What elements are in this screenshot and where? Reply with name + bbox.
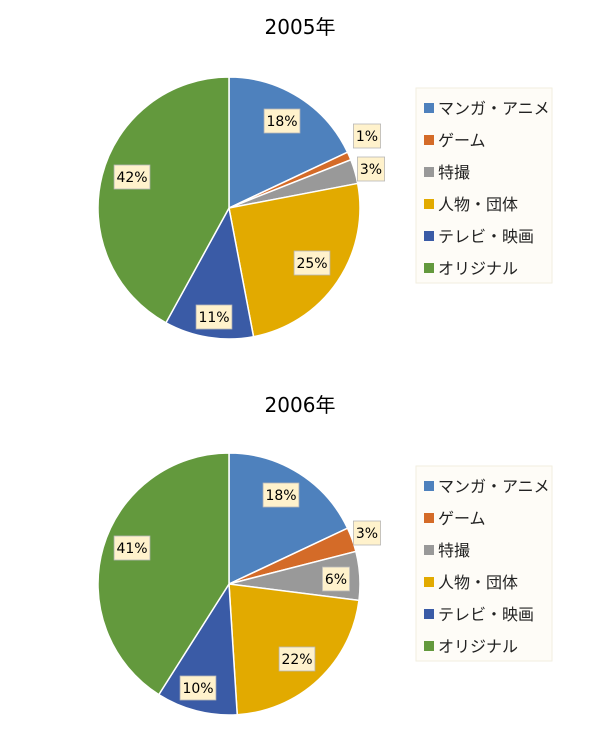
legend-item: マンガ・アニメ — [424, 477, 550, 496]
legend-swatch — [424, 135, 434, 145]
legend-label: オリジナル — [438, 637, 518, 656]
legend-item: マンガ・アニメ — [424, 99, 550, 118]
data-label: 10% — [179, 675, 217, 701]
data-label-box — [195, 304, 233, 330]
data-label-box — [356, 156, 385, 182]
data-label-box — [113, 164, 151, 190]
legend-label: テレビ・映画 — [438, 227, 534, 246]
pie-slice-1 — [228, 452, 349, 586]
data-label-box — [263, 108, 301, 134]
data-label: 25% — [293, 250, 331, 276]
legend-label: 特撮 — [438, 163, 470, 182]
data-label-text: 42% — [116, 170, 147, 186]
data-label-text: 10% — [182, 681, 213, 697]
legend-label: マンガ・アニメ — [438, 99, 550, 118]
legend-swatch — [424, 263, 434, 273]
legend-swatch — [424, 513, 434, 523]
data-label: 18% — [262, 482, 300, 508]
data-label-text: 18% — [265, 488, 296, 504]
data-label-text: 22% — [281, 652, 312, 668]
data-label-box — [113, 535, 151, 561]
data-label-text: 41% — [116, 541, 147, 557]
legend-label: 人物・団体 — [438, 573, 518, 592]
data-label-box — [293, 250, 331, 276]
legend-item: テレビ・映画 — [424, 227, 534, 246]
legend-item: 特撮 — [424, 541, 470, 560]
legend-swatch — [424, 545, 434, 555]
data-label: 3% — [356, 156, 385, 182]
legend-swatch — [424, 577, 434, 587]
legend-swatch — [424, 167, 434, 177]
data-label-text: 1% — [356, 129, 378, 145]
legend-item: テレビ・映画 — [424, 605, 534, 624]
legend-swatch — [424, 641, 434, 651]
data-label-text: 3% — [356, 526, 378, 542]
data-label: 41% — [113, 535, 151, 561]
legend-label: ゲーム — [438, 131, 486, 150]
legend-swatch — [424, 199, 434, 209]
legend-swatch — [424, 103, 434, 113]
pie-slice-1 — [228, 76, 349, 210]
legend-label: マンガ・アニメ — [438, 477, 550, 496]
legend-item: 特撮 — [424, 163, 470, 182]
chart-title: 2005年 — [265, 15, 336, 39]
chart-title: 2006年 — [265, 393, 336, 417]
legend-label: ゲーム — [438, 509, 486, 528]
legend-label: テレビ・映画 — [438, 605, 534, 624]
data-label-box — [262, 482, 300, 508]
data-label-text: 18% — [266, 114, 297, 130]
data-label: 42% — [113, 164, 151, 190]
data-label-text: 6% — [325, 572, 347, 588]
legend-item: ゲーム — [424, 131, 486, 150]
pie-slice-6 — [97, 76, 230, 324]
pie-slice-5 — [157, 581, 239, 716]
legend-swatch — [424, 231, 434, 241]
data-label: 22% — [278, 646, 316, 672]
data-label-text: 25% — [296, 256, 327, 272]
data-label: 6% — [321, 566, 350, 592]
pie-chart-1: 2005年 18% 1% 3% 25% 11% 42% マンガ・アニメゲーム特撮人物・団体テレ… — [97, 15, 553, 340]
legend-item: ゲーム — [424, 509, 486, 528]
data-label-box — [278, 646, 316, 672]
data-label: 18% — [263, 108, 301, 134]
data-label-text: 3% — [360, 162, 382, 178]
pie-chart-2: 2006年 18% 3% 6% 22% 10% 41% マンガ・アニメゲーム特撮人物・団体テレ… — [97, 393, 553, 716]
legend-label: オリジナル — [438, 259, 518, 278]
data-label: 3% — [352, 520, 381, 546]
data-label-box — [321, 566, 350, 592]
data-label-box — [179, 675, 217, 701]
legend-label: 人物・団体 — [438, 195, 518, 214]
data-label: 1% — [352, 123, 381, 149]
data-label-text: 11% — [198, 310, 229, 326]
data-label-box — [352, 520, 381, 546]
legend-item: 人物・団体 — [424, 573, 518, 592]
legend-item: オリジナル — [424, 637, 518, 656]
legend-box — [415, 465, 553, 662]
pie-slice-6 — [97, 452, 230, 696]
legend-swatch — [424, 481, 434, 491]
data-label: 11% — [195, 304, 233, 330]
data-label-box — [352, 123, 381, 149]
legend-box — [415, 87, 553, 284]
legend-item: 人物・団体 — [424, 195, 518, 214]
legend-item: オリジナル — [424, 259, 518, 278]
legend-label: 特撮 — [438, 541, 470, 560]
legend-swatch — [424, 609, 434, 619]
